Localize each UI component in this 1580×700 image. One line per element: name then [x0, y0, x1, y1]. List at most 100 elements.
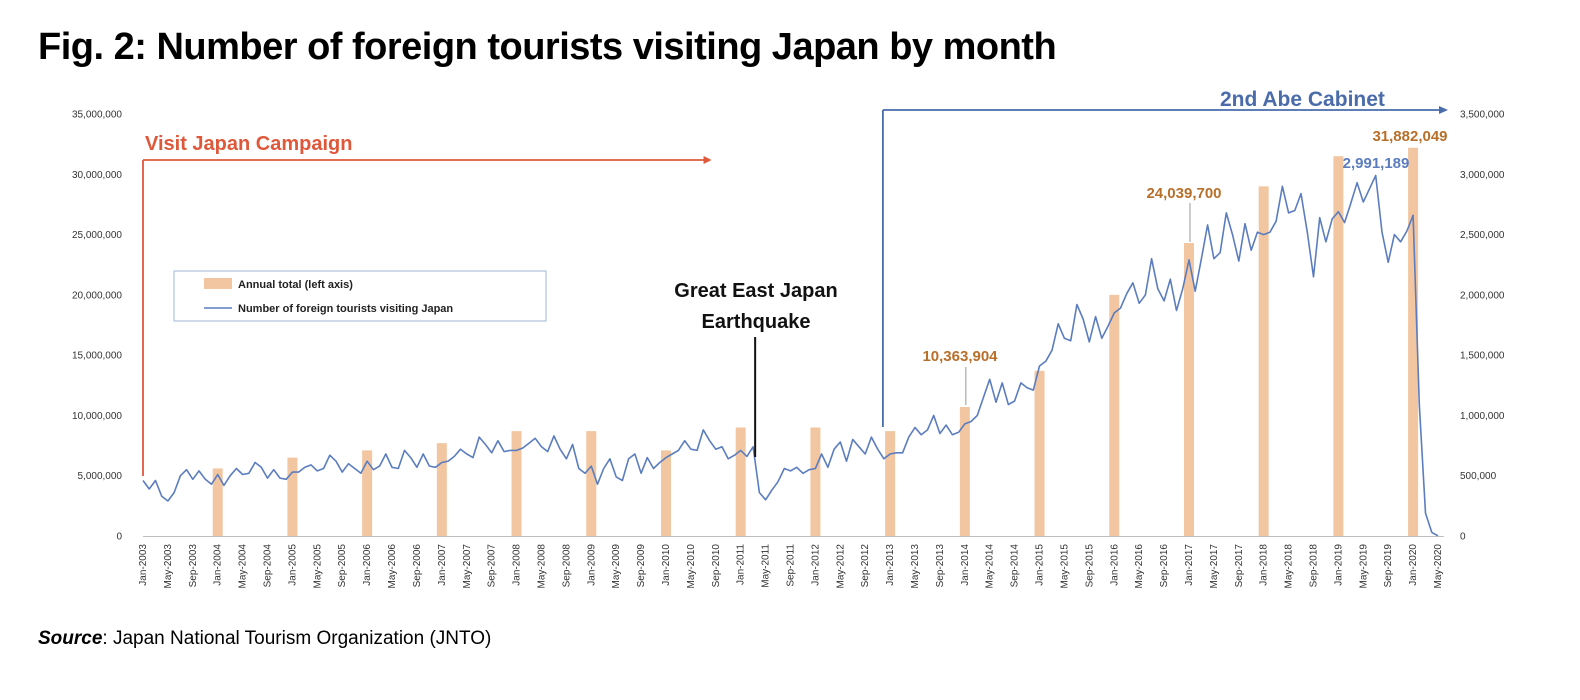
- x-axis-tick-label: May-2017: [1209, 544, 1220, 589]
- left-axis-tick-label: 30,000,000: [72, 170, 122, 181]
- right-axis-tick-label: 3,000,000: [1460, 170, 1505, 181]
- x-axis-tick-label: Jan-2007: [437, 544, 448, 586]
- x-axis-tick-label: May-2011: [761, 544, 772, 588]
- legend-line-label: Number of foreign tourists visiting Japa…: [238, 303, 453, 315]
- x-axis-tick-label: May-2005: [312, 544, 323, 589]
- annual-total-bar: [885, 431, 896, 536]
- x-axis-tick-label: May-2019: [1358, 544, 1369, 589]
- right-axis-tick-label: 2,000,000: [1460, 290, 1505, 301]
- annual-total-bar: [1183, 243, 1194, 537]
- x-axis-tick-label: Jan-2017: [1184, 544, 1195, 586]
- x-axis-tick-label: Sep-2011: [786, 544, 797, 587]
- x-axis-tick-label: May-2010: [686, 544, 697, 589]
- chart-title: Fig. 2: Number of foreign tourists visit…: [38, 26, 1057, 68]
- annual-total-bar: [959, 406, 970, 536]
- annual-total-bar: [1333, 156, 1344, 536]
- x-axis-tick-label: Sep-2016: [1159, 544, 1170, 588]
- x-axis-tick-label: May-2006: [387, 544, 398, 589]
- right-axis-tick-label: 1,500,000: [1460, 351, 1505, 362]
- right-axis-tick-label: 2,500,000: [1460, 230, 1505, 241]
- campaign-label: Visit Japan Campaign: [145, 133, 352, 155]
- x-axis-tick-label: May-2018: [1284, 544, 1295, 589]
- left-axis-tick-label: 5,000,000: [78, 471, 123, 482]
- x-axis-tick-label: Sep-2013: [935, 544, 946, 588]
- x-axis-tick-label: Jan-2005: [287, 544, 298, 586]
- x-axis-tick-label: May-2008: [536, 544, 547, 589]
- x-axis-tick-label: Sep-2006: [412, 544, 423, 588]
- abe-arrow-head: [1439, 106, 1448, 114]
- right-axis-tick-label: 1,000,000: [1460, 411, 1505, 422]
- legend: Annual total (left axis) Number of forei…: [173, 270, 547, 322]
- annual-total-bar: [586, 431, 597, 536]
- value-label-peak-month: 2,991,189: [1343, 155, 1410, 172]
- annual-total-bar: [287, 457, 298, 536]
- x-axis-tick-label: May-2009: [611, 544, 622, 589]
- source-label: Source: [38, 628, 103, 649]
- x-axis-tick-label: Jan-2015: [1035, 544, 1046, 586]
- right-axis-tick-label: 0: [1460, 532, 1466, 543]
- left-axis-tick-label: 10,000,000: [72, 411, 122, 422]
- left-axis-tick-label: 35,000,000: [72, 110, 122, 121]
- annual-total-bar: [810, 427, 821, 536]
- x-axis-tick-label: May-2013: [910, 544, 921, 589]
- x-axis-tick-label: Jan-2008: [512, 544, 523, 586]
- x-axis-tick-label: May-2015: [1059, 544, 1070, 589]
- left-axis-tick-label: 20,000,000: [72, 290, 122, 301]
- left-axis-ticks: 35,000,000 30,000,000 25,000,000 20,000,000…: [72, 110, 123, 543]
- left-axis-tick-label: 25,000,000: [72, 230, 122, 241]
- right-axis-tick-label: 500,000: [1460, 471, 1497, 482]
- value-label-2019: 31,882,049: [1372, 128, 1447, 145]
- source-note: Source: Japan National Tourism Organizat…: [38, 628, 491, 650]
- annual-total-bar: [660, 450, 671, 536]
- x-axis-tick-label: Sep-2019: [1383, 544, 1394, 588]
- x-axis-tick-label: Sep-2008: [561, 544, 572, 588]
- x-axis-tick-label: May-2020: [1433, 544, 1444, 589]
- legend-box: [173, 270, 547, 322]
- x-axis-tick-label: Jan-2018: [1259, 544, 1270, 586]
- x-axis-tick-label: Jan-2010: [661, 544, 672, 586]
- value-label-2016: 24,039,700: [1146, 185, 1221, 202]
- x-axis-tick-label: Jan-2013: [885, 544, 896, 586]
- x-axis-tick-label: Jan-2009: [586, 544, 597, 586]
- x-axis-tick-label: May-2016: [1134, 544, 1145, 589]
- legend-bar-swatch: [204, 278, 232, 289]
- x-axis-tick-label: May-2004: [238, 544, 249, 589]
- annual-total-bar: [1034, 370, 1045, 536]
- x-axis-tick-label: Jan-2020: [1408, 544, 1419, 586]
- annual-total-bars: [212, 147, 1419, 537]
- x-axis-tick-label: Sep-2014: [1010, 544, 1021, 588]
- x-axis-tick-label: Jan-2016: [1109, 544, 1120, 586]
- x-axis-tick-label: Sep-2012: [860, 544, 871, 588]
- left-axis-tick-label: 0: [116, 532, 122, 543]
- x-axis-tick-label: Jan-2012: [810, 544, 821, 586]
- annual-total-bar: [1258, 186, 1269, 537]
- annual-total-bar: [511, 431, 522, 536]
- earthquake-label-line1: Great East Japan: [674, 280, 837, 302]
- right-axis-tick-label: 3,500,000: [1460, 110, 1505, 121]
- annual-total-bar: [1408, 147, 1419, 536]
- x-axis-tick-label: May-2012: [835, 544, 846, 589]
- x-axis-tick-label: Sep-2017: [1234, 544, 1245, 588]
- annotations: Visit Japan Campaign 2nd Abe Cabinet Great…: [142, 88, 1448, 476]
- annual-total-bar: [1109, 294, 1120, 536]
- monthly-visitors-line: [142, 174, 1439, 537]
- x-axis-tick-label: May-2003: [163, 544, 174, 589]
- x-axis-tick-label: Jan-2004: [213, 544, 224, 586]
- x-axis-tick-label: Sep-2005: [337, 544, 348, 588]
- x-axis-tick-label: Sep-2004: [263, 544, 274, 588]
- source-text: : Japan National Tourism Organization (J…: [102, 628, 492, 649]
- value-label-2013: 10,363,904: [922, 348, 998, 365]
- x-axis-tick-label: Sep-2010: [711, 544, 722, 588]
- earthquake-label-line2: Earthquake: [702, 311, 811, 333]
- campaign-arrow-head: [703, 156, 712, 164]
- abe-cabinet-label: 2nd Abe Cabinet: [1220, 88, 1385, 111]
- x-axis-tick-label: Jan-2019: [1333, 544, 1344, 586]
- x-axis-ticks: Jan-2003 May-2003 Sep-2003 Jan-2004 May-2004…: [138, 544, 1444, 589]
- x-axis-tick-label: Jan-2014: [960, 544, 971, 586]
- x-axis-tick-label: Sep-2007: [487, 544, 498, 588]
- x-axis-tick-label: May-2014: [985, 544, 996, 589]
- x-axis-tick-label: Sep-2018: [1308, 544, 1319, 588]
- annual-total-bar: [362, 450, 373, 536]
- annual-total-bar: [212, 468, 223, 536]
